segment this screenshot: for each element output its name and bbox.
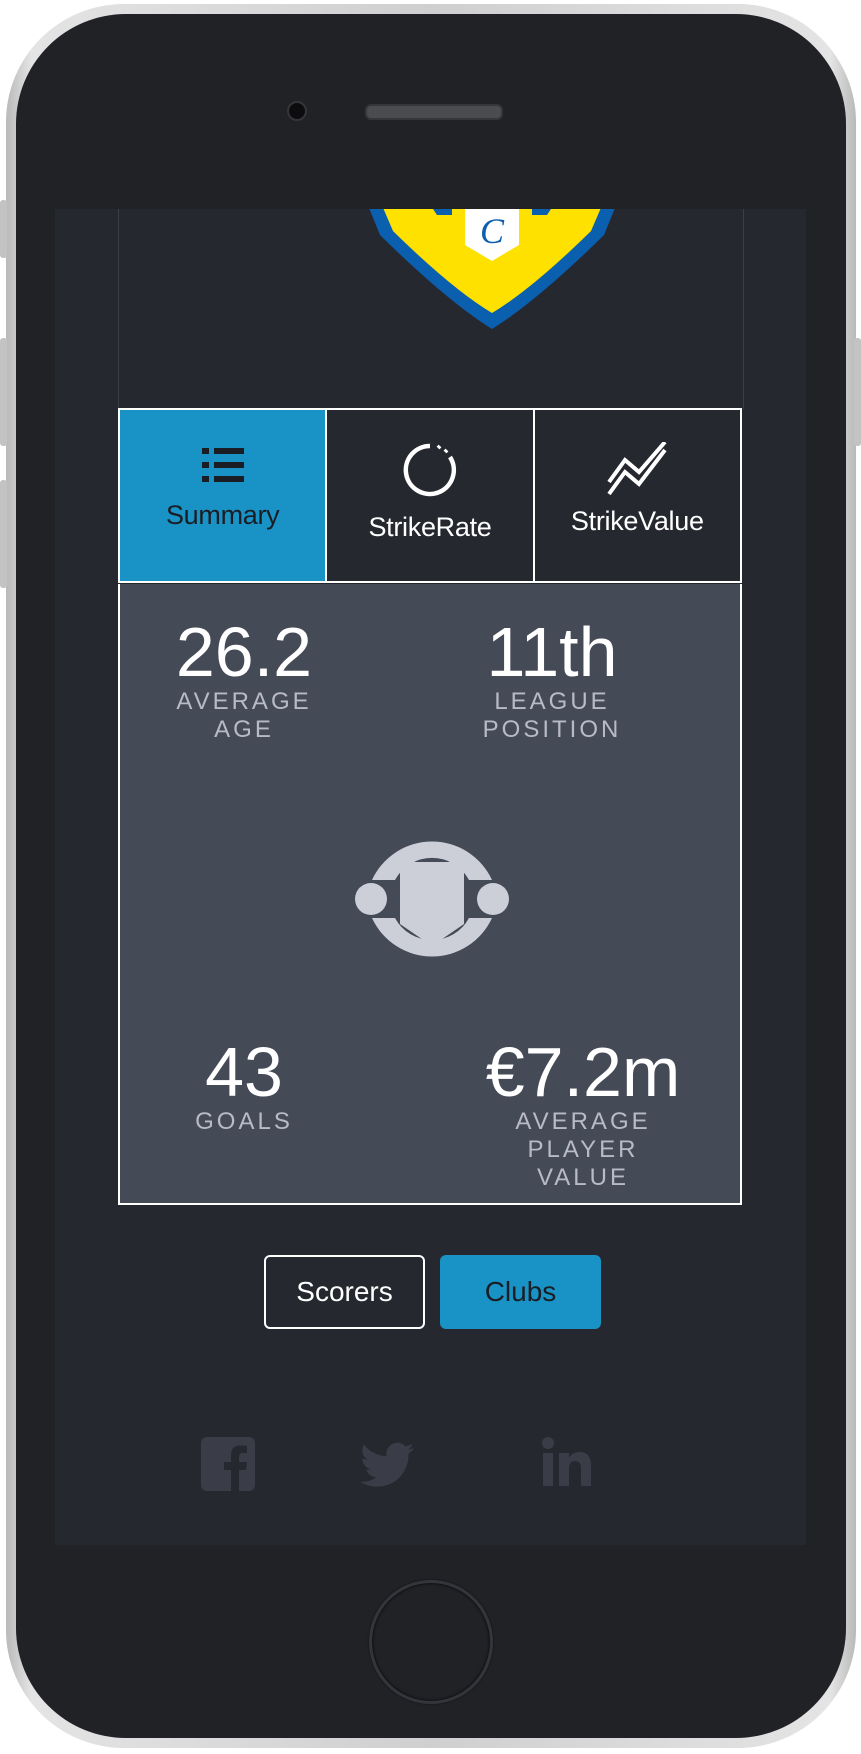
tab-strikevalue-label: StrikeValue — [570, 506, 704, 536]
crest-letter: C — [480, 211, 505, 251]
front-camera — [287, 101, 307, 121]
stat-league-position-value: 11th — [486, 613, 618, 691]
club-shield-logo-icon — [355, 841, 509, 957]
volume-up-button — [0, 338, 7, 446]
line-chart-icon — [607, 442, 667, 496]
stat-average-player-value-value: €7.2m — [485, 1033, 681, 1111]
stat-average-age-value: 26.2 — [175, 613, 313, 691]
stat-league-position-label-1: LEAGUE — [494, 688, 610, 715]
volume-down-button — [0, 480, 7, 588]
header-area: C — [118, 209, 744, 409]
power-button — [854, 338, 861, 446]
tab-summary[interactable]: Summary — [120, 410, 326, 581]
stat-average-player-value: €7.2m AVERAGE PLAYER VALUE — [458, 1036, 708, 1192]
stat-goals-label: GOALS — [195, 1108, 293, 1135]
twitter-icon[interactable] — [361, 1441, 415, 1489]
stat-average-age-label: AVERAGE AGE — [176, 688, 312, 743]
home-button[interactable] — [369, 1580, 493, 1704]
earpiece-speaker — [365, 104, 503, 120]
stat-average-age: 26.2 AVERAGE AGE — [150, 616, 338, 744]
club-crest-logo: C — [369, 209, 615, 329]
tab-summary-label: Summary — [165, 500, 280, 530]
stat-league-position: 11th LEAGUE POSITION — [468, 616, 636, 744]
facebook-icon[interactable] — [201, 1437, 255, 1491]
summary-stats-panel: 26.2 AVERAGE AGE 11th LEAGUE POSITION 43… — [118, 584, 742, 1205]
circle-progress-icon — [403, 443, 456, 497]
stat-goals: 43 GOALS — [150, 1036, 338, 1136]
clubs-button[interactable]: Clubs — [440, 1255, 601, 1329]
stat-goals-value: 43 — [205, 1033, 283, 1111]
tab-strikevalue[interactable]: StrikeValue — [532, 410, 740, 581]
scorers-button[interactable]: Scorers — [264, 1255, 425, 1329]
silent-switch — [0, 200, 7, 258]
list-icon — [201, 448, 244, 482]
app-screen: C Summary StrikeRate — [55, 209, 806, 1545]
stat-league-position-label-2: POSITION — [482, 716, 622, 743]
tab-strikerate-label: StrikeRate — [368, 512, 492, 542]
stats-tab-bar: Summary StrikeRate StrikeValue — [118, 408, 742, 583]
linkedin-icon[interactable] — [542, 1437, 592, 1487]
stat-average-player-value-label-1: AVERAGE PLAYER — [515, 1108, 651, 1163]
stat-average-player-value-label-2: VALUE — [537, 1164, 629, 1191]
tab-strikerate[interactable]: StrikeRate — [325, 410, 532, 581]
